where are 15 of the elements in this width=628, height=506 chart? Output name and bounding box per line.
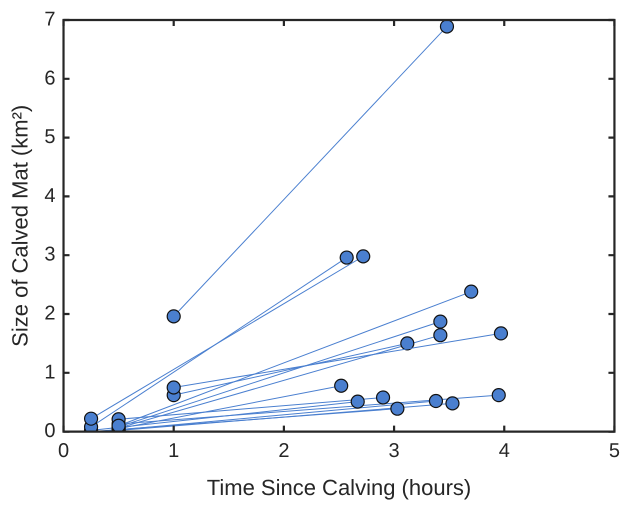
y-tick-label: 5 <box>44 126 56 148</box>
y-tick-label: 6 <box>44 67 56 90</box>
y-tick-label: 4 <box>44 184 56 207</box>
y-tick-label: 0 <box>44 420 56 442</box>
x-tick-label: 1 <box>168 440 180 462</box>
y-axis-title: Size of Calved Mat (km²) <box>7 104 32 347</box>
x-tick-label: 4 <box>498 440 510 462</box>
y-tick-label: 3 <box>44 244 56 266</box>
y-tick-label: 7 <box>44 8 56 31</box>
x-axis-title: Time Since Calving (hours) <box>206 474 472 500</box>
x-tick-label: 2 <box>278 440 290 462</box>
y-tick-label: 1 <box>44 361 56 384</box>
x-tick-label: 3 <box>388 440 400 462</box>
x-tick-label: 5 <box>608 440 620 462</box>
y-tick-label: 2 <box>44 302 56 325</box>
